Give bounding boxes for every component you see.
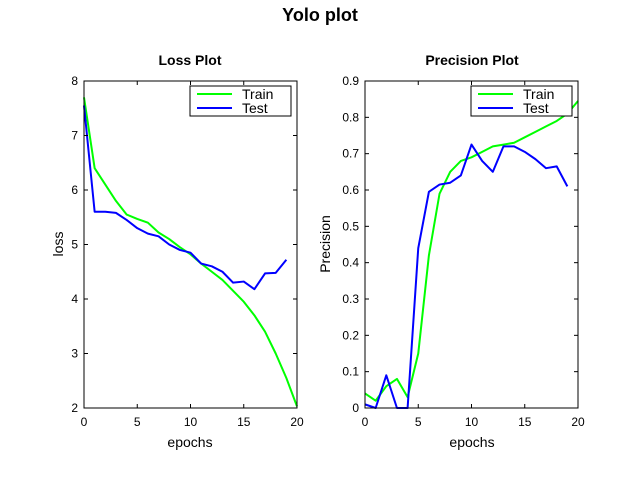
precision-plot-y-tick-label: 0 [352,401,359,415]
precision-plot-x-axis-label: epochs [449,434,494,450]
precision-plot-train-line [364,100,579,402]
loss-plot-x-axis-label: epochs [167,434,212,450]
loss-plot-y-tick-label: 2 [71,401,78,415]
precision-plot-legend-test-label: Test [523,100,549,116]
loss-plot-x-tick-label: 5 [134,415,141,429]
precision-plot-x-tick-label: 20 [571,415,585,429]
precision-plot-y-tick-label: 0.8 [342,110,359,124]
loss-plot-frame [83,80,298,409]
precision-plot-y-tick-label: 0.4 [342,256,359,270]
loss-plot-x-tick-label: 0 [81,415,88,429]
precision-plot-y-tick-label: 0.2 [342,328,359,342]
precision-plot-frame [364,80,579,409]
loss-plot-legend-box [189,85,292,117]
precision-plot-y-tick-label: 0.9 [342,74,359,88]
precision-plot-legend: Train Test [470,85,573,117]
loss-plot-x-tick-label: 20 [290,415,304,429]
loss-plot-x-tick-label: 15 [237,415,251,429]
precision-plot-x-tick-label: 5 [415,415,422,429]
precision-plot-test-line [364,143,569,409]
precision-plot-y-tick-label: 0.3 [342,292,359,306]
precision-plot-y-axis-label: Precision [317,215,333,273]
precision-plot-x-tick-label: 10 [465,415,479,429]
loss-plot-legend: Train Test [189,85,292,117]
precision-plot-y-tick-label: 0.7 [342,147,359,161]
loss-plot: Loss Plot 0 5 10 15 20 2 3 4 5 6 7 8 epochs loss Tr… [50,52,304,450]
loss-plot-y-tick-label: 5 [71,238,78,252]
loss-plot-y-tick-label: 4 [71,292,78,306]
precision-plot-legend-box [470,85,573,117]
precision-plot-legend-train-label: Train [523,86,554,102]
precision-plot-title: Precision Plot [425,52,519,68]
loss-plot-legend-train-label: Train [242,86,273,102]
precision-plot-y-tick-label: 0.1 [342,365,359,379]
precision-plot-y-tick-label: 0.6 [342,183,359,197]
loss-plot-legend-test-label: Test [242,100,268,116]
precision-plot-y-tick-label: 0.5 [342,219,359,233]
loss-plot-y-tick-label: 8 [71,74,78,88]
loss-plot-y-axis-label: loss [50,232,66,257]
precision-plot-x-tick-label: 0 [362,415,369,429]
loss-plot-train-line [83,97,298,407]
loss-plot-test-line [83,105,288,291]
loss-plot-y-tick-label: 3 [71,347,78,361]
loss-plot-y-tick-label: 7 [71,129,78,143]
loss-plot-y-tick-label: 6 [71,183,78,197]
precision-plot-x-tick-label: 15 [518,415,532,429]
figure-title: Yolo plot [282,5,358,25]
loss-plot-x-tick-label: 10 [184,415,198,429]
precision-plot: Precision Plot 0 5 10 15 20 0 0.1 0.2 0.3 0.4 0.5 0… [317,52,585,450]
loss-plot-title: Loss Plot [158,52,221,68]
